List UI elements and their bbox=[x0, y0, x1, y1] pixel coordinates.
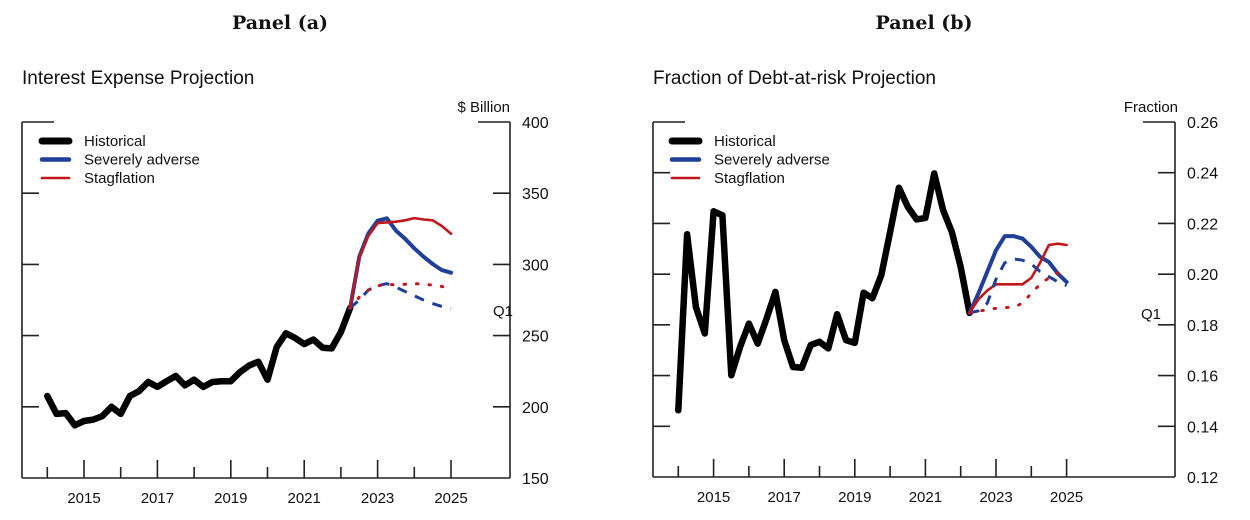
x-tick-label: 2025 bbox=[1050, 489, 1083, 506]
y-tick-label: 300 bbox=[522, 257, 549, 274]
y-axis-unit-label: $ Billion bbox=[457, 99, 510, 116]
x-tick-label: 2025 bbox=[434, 490, 467, 507]
legend-label-stagflation: Stagflation bbox=[84, 170, 155, 187]
x-tick-label: 2017 bbox=[768, 489, 801, 506]
x-tick-label: 2019 bbox=[214, 490, 247, 507]
x-tick-label: 2021 bbox=[288, 490, 321, 507]
legend-label-severely-adverse: Severely adverse bbox=[84, 152, 200, 169]
y-tick-label: 150 bbox=[522, 471, 549, 488]
y-tick-label: 0.24 bbox=[1187, 166, 1218, 183]
q1-annotation: Q1 bbox=[493, 303, 513, 320]
panel-b-heading: Panel (b) bbox=[875, 12, 973, 34]
series-historical bbox=[44, 304, 354, 429]
debt-at-risk-chart: Fraction of Debt-at-risk Projection Fract… bbox=[652, 68, 1218, 506]
y-tick-label: 0.14 bbox=[1187, 419, 1218, 436]
series-severely-adverse bbox=[967, 234, 1069, 315]
y-tick-label: 250 bbox=[522, 329, 549, 346]
legend-label-historical: Historical bbox=[84, 133, 146, 150]
chart-title: Interest Expense Projection bbox=[22, 68, 254, 89]
series-severely-adverse-q1 bbox=[349, 282, 452, 310]
legend-label-historical: Historical bbox=[714, 133, 776, 150]
y-tick-label: 0.12 bbox=[1187, 470, 1218, 487]
y-tick-label: 400 bbox=[522, 115, 549, 132]
panel-a-heading: Panel (a) bbox=[231, 12, 329, 34]
x-tick-label: 2019 bbox=[838, 489, 871, 506]
series-stagflation-q1 bbox=[968, 267, 1069, 315]
series-stagflation-q1 bbox=[348, 282, 453, 310]
y-tick-label: 0.22 bbox=[1187, 216, 1218, 233]
y-tick-label: 0.26 bbox=[1187, 115, 1218, 132]
x-tick-label: 2015 bbox=[67, 490, 100, 507]
legend-label-severely-adverse: Severely adverse bbox=[714, 152, 830, 169]
q1-annotation: Q1 bbox=[1141, 306, 1161, 323]
interest-expense-chart: Interest Expense Projection $ Billion 150 2… bbox=[21, 68, 549, 507]
legend-label-stagflation: Stagflation bbox=[714, 170, 785, 187]
series-severely-adverse-q1 bbox=[969, 257, 1068, 315]
x-tick-label: 2023 bbox=[979, 489, 1012, 506]
x-tick-label: 2015 bbox=[697, 489, 730, 506]
series-historical bbox=[675, 170, 973, 414]
y-tick-label: 0.16 bbox=[1187, 369, 1218, 386]
chart-title: Fraction of Debt-at-risk Projection bbox=[653, 68, 936, 89]
x-tick-label: 2021 bbox=[909, 489, 942, 506]
y-tick-label: 350 bbox=[522, 186, 549, 203]
x-tick-label: 2023 bbox=[361, 490, 394, 507]
series-stagflation bbox=[348, 216, 453, 310]
series-stagflation bbox=[968, 242, 1068, 315]
y-tick-label: 200 bbox=[522, 400, 549, 417]
x-tick-label: 2017 bbox=[141, 490, 174, 507]
y-tick-label: 0.20 bbox=[1187, 267, 1218, 284]
y-tick-label: 0.18 bbox=[1187, 318, 1218, 335]
y-axis-unit-label: Fraction bbox=[1124, 99, 1178, 116]
